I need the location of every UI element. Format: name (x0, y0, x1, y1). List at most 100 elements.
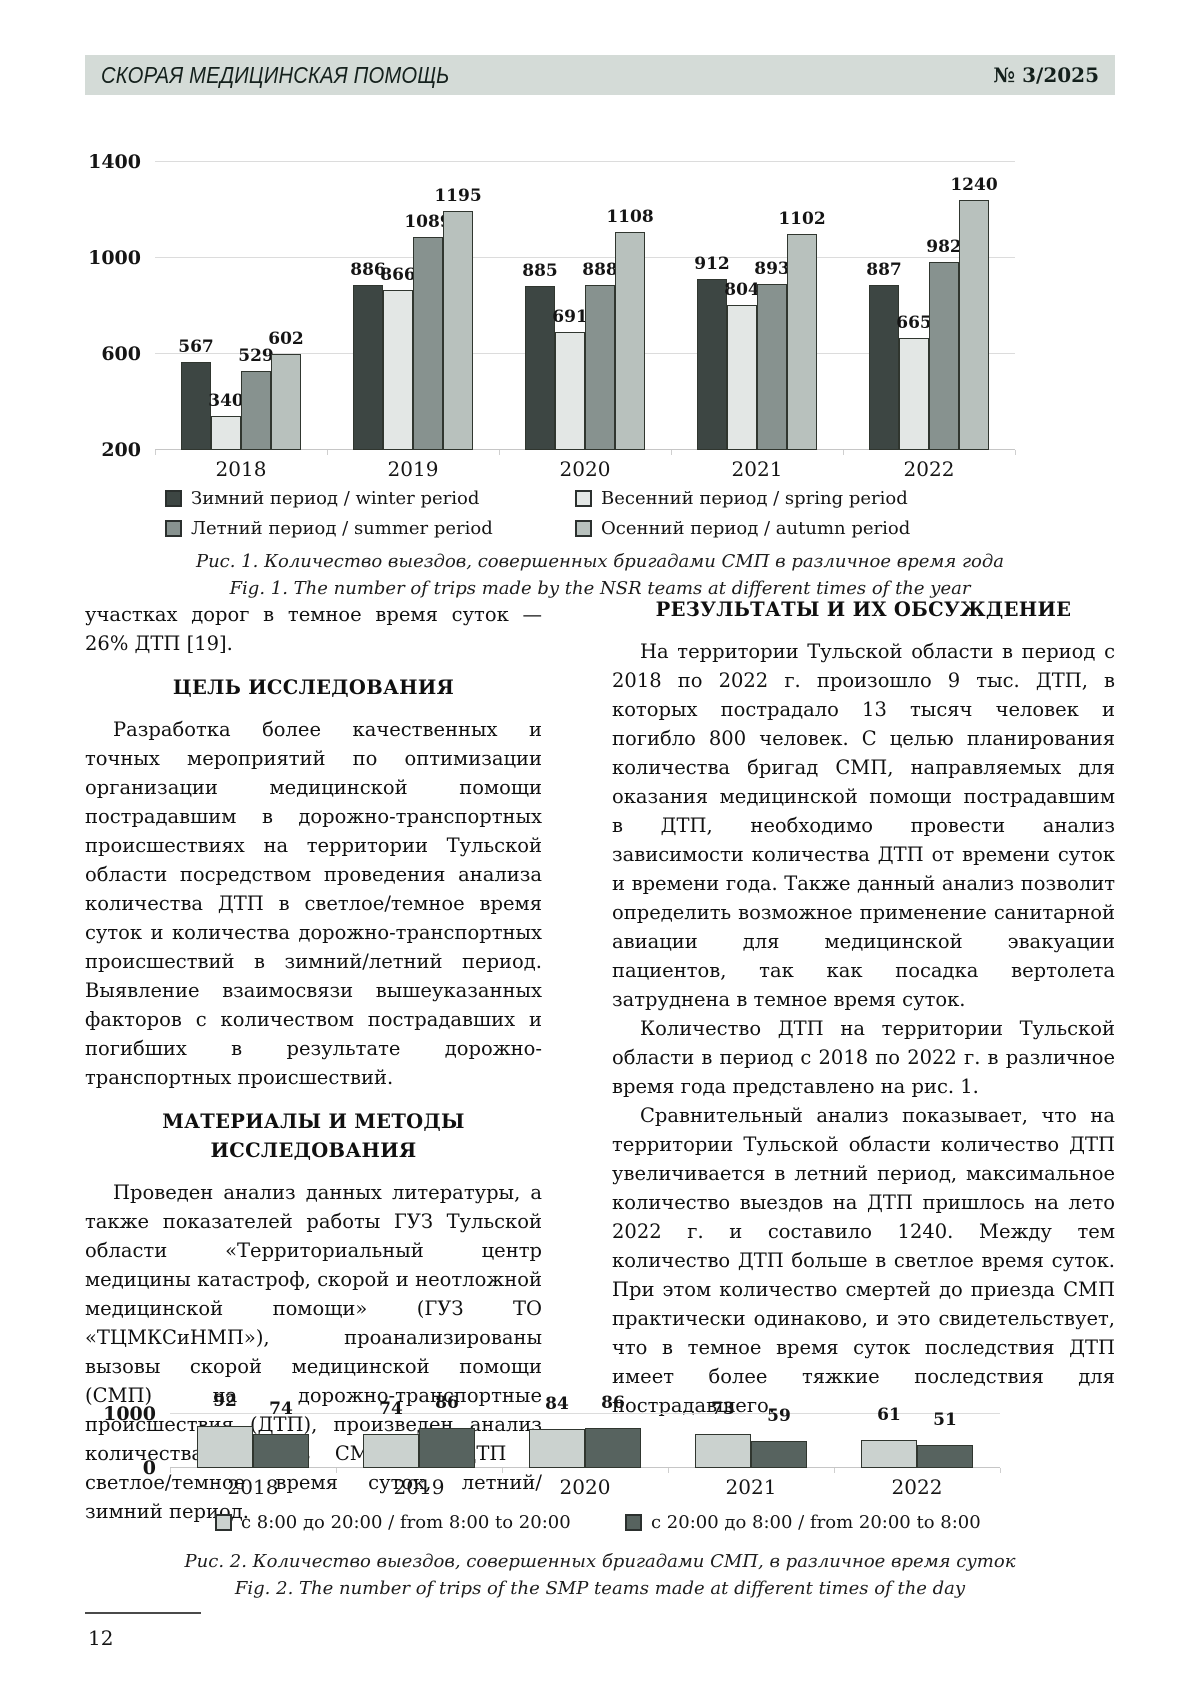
bar-2018-series-2 (241, 371, 271, 450)
legend-swatch (165, 520, 182, 537)
legend-label: Зимний период / winter period (191, 488, 480, 509)
bar-2021-series-1 (727, 305, 757, 450)
bar-value-label: 86 (435, 1393, 459, 1413)
figure-2: 0 1000 92 74 2018 74 86 2019 84 86 2020 73 59 2021 61 5… (85, 1380, 1115, 1612)
bar-value-label: 691 (552, 307, 588, 327)
y-axis-tick-label: 1000 (103, 1403, 156, 1425)
bar-value-label: 804 (724, 280, 760, 300)
figure-1-captions: Рис. 1. Количество выездов, совершенных … (85, 548, 1115, 602)
intro-paragraph-fragment: участках дорог в темное время суток — 26… (85, 603, 542, 655)
chart-1-legend: Зимний период / winter period Весенний пе… (165, 488, 910, 539)
bar-2020-series-3 (615, 232, 645, 450)
legend-label: Летний период / summer period (191, 518, 493, 539)
legend-swatch (575, 490, 592, 507)
bar-value-label: 529 (238, 346, 274, 366)
y-axis-tick-label: 0 (142, 1457, 156, 1479)
bar-2021-series-0 (695, 1434, 751, 1468)
bar-value-label: 887 (866, 260, 902, 280)
results-heading: РЕЗУЛЬТАТЫ И ИХ ОБСУЖДЕНИЕ (655, 598, 1072, 621)
bar-2019-series-0 (353, 285, 383, 450)
x-axis-label-2021: 2021 (725, 1475, 777, 1499)
x-axis-label-2020: 2020 (559, 1475, 611, 1499)
bar-2022-series-1 (917, 1445, 973, 1468)
gridline-1000 (155, 257, 1015, 258)
figure-1-caption-en: Fig. 1. The number of trips made by the … (229, 578, 971, 599)
x-axis-label-2019: 2019 (387, 457, 439, 481)
legend-item: с 20:00 до 8:00 / from 20:00 to 8:00 (625, 1512, 981, 1533)
axis-tick (1015, 450, 1016, 455)
y-axis-tick-label: 600 (101, 343, 141, 365)
chart-2-plot-area: 0 1000 92 74 2018 74 86 2019 84 86 2020 73 59 2021 61 5… (103, 1384, 1001, 1499)
axis-tick (671, 450, 672, 455)
bar-2020-series-1 (585, 1428, 641, 1468)
legend-label: Весенний период / spring period (601, 488, 908, 509)
x-axis-label-2018: 2018 (227, 1475, 279, 1499)
figure-2-captions: Рис. 2. Количество выездов, совершенных … (85, 1548, 1115, 1602)
bar-2019-series-0 (363, 1434, 419, 1468)
bar-value-label: 92 (213, 1391, 237, 1411)
bar-value-label: 893 (754, 259, 790, 279)
bar-value-label: 340 (208, 391, 244, 411)
legend-item: Весенний период / spring period (575, 488, 910, 509)
axis-tick (155, 450, 156, 455)
bar-2022-series-3 (959, 200, 989, 450)
bar-value-label: 567 (178, 337, 214, 357)
bar-2021-series-1 (751, 1441, 807, 1468)
x-axis-label-2021: 2021 (731, 457, 783, 481)
bar-2019-series-1 (419, 1428, 475, 1468)
bar-value-label: 61 (877, 1405, 901, 1425)
figure-2-caption-en: Fig. 2. The number of trips of the SMP t… (234, 1578, 966, 1599)
chart-1-plot-area: 200 600 1000 1400 567 340 529 602 2018 886 866 1089… (88, 151, 1016, 481)
figure-2-caption-ru: Рис. 2. Количество выездов, совершенных … (184, 1551, 1016, 1572)
goal-heading: ЦЕЛЬ ИССЛЕДОВАНИЯ (172, 676, 455, 699)
bar-value-label: 74 (379, 1399, 403, 1419)
axis-tick (502, 1468, 503, 1473)
bar-value-label: 1102 (778, 209, 826, 229)
bar-2022-series-1 (899, 338, 929, 450)
legend-label: с 8:00 до 20:00 / from 8:00 to 20:00 (241, 1512, 571, 1533)
axis-tick (668, 1468, 669, 1473)
bar-2022-series-2 (929, 262, 959, 450)
axis-tick (499, 450, 500, 455)
gridline-1000 (170, 1413, 1000, 1414)
legend-swatch (575, 520, 592, 537)
bar-value-label: 1089 (404, 212, 452, 232)
legend-label: Осенний период / autumn period (601, 518, 911, 539)
bar-2019-series-1 (383, 290, 413, 450)
bar-value-label: 1195 (434, 186, 482, 206)
x-axis-label-2018: 2018 (215, 457, 267, 481)
legend-item: Осенний период / autumn period (575, 518, 910, 539)
axis-tick (327, 450, 328, 455)
gridline-1400 (155, 161, 1015, 162)
bar-2020-series-1 (555, 332, 585, 450)
journal-title: СКОРАЯ МЕДИЦИНСКАЯ ПОМОЩЬ (101, 61, 450, 88)
bar-2021-series-3 (787, 234, 817, 450)
x-axis-label-2022: 2022 (891, 1475, 943, 1499)
methods-heading: МАТЕРИАЛЫ И МЕТОДЫ ИССЛЕДОВАНИЯ (162, 1110, 465, 1162)
bar-2022-series-0 (869, 285, 899, 450)
y-axis-tick-label: 1000 (88, 247, 141, 269)
page-number: 12 (88, 1626, 114, 1650)
bar-2018-series-1 (211, 416, 241, 450)
footer-rule (85, 1612, 201, 1614)
bar-2021-series-2 (757, 284, 787, 450)
bar-value-label: 86 (601, 1393, 625, 1413)
bar-2018-series-0 (181, 362, 211, 450)
legend-swatch (625, 1514, 642, 1531)
figure-1-caption-ru: Рис. 1. Количество выездов, совершенных … (195, 551, 1005, 572)
bar-2020-series-0 (529, 1429, 585, 1468)
results-paragraph-1: На территории Тульской области в период … (612, 640, 1115, 1011)
bar-value-label: 982 (926, 237, 962, 257)
issue-number: № 3/2025 (993, 63, 1099, 87)
bar-value-label: 665 (896, 313, 932, 333)
axis-tick (843, 450, 844, 455)
bar-value-label: 84 (545, 1394, 569, 1414)
bar-value-label: 1108 (606, 207, 654, 227)
bar-value-label: 912 (694, 254, 730, 274)
goal-paragraph: Разработка более качественных и точных м… (85, 718, 542, 1089)
axis-tick (336, 1468, 337, 1473)
bar-value-label: 602 (268, 329, 304, 349)
bar-value-label: 888 (582, 260, 618, 280)
x-axis-label-2019: 2019 (393, 1475, 445, 1499)
